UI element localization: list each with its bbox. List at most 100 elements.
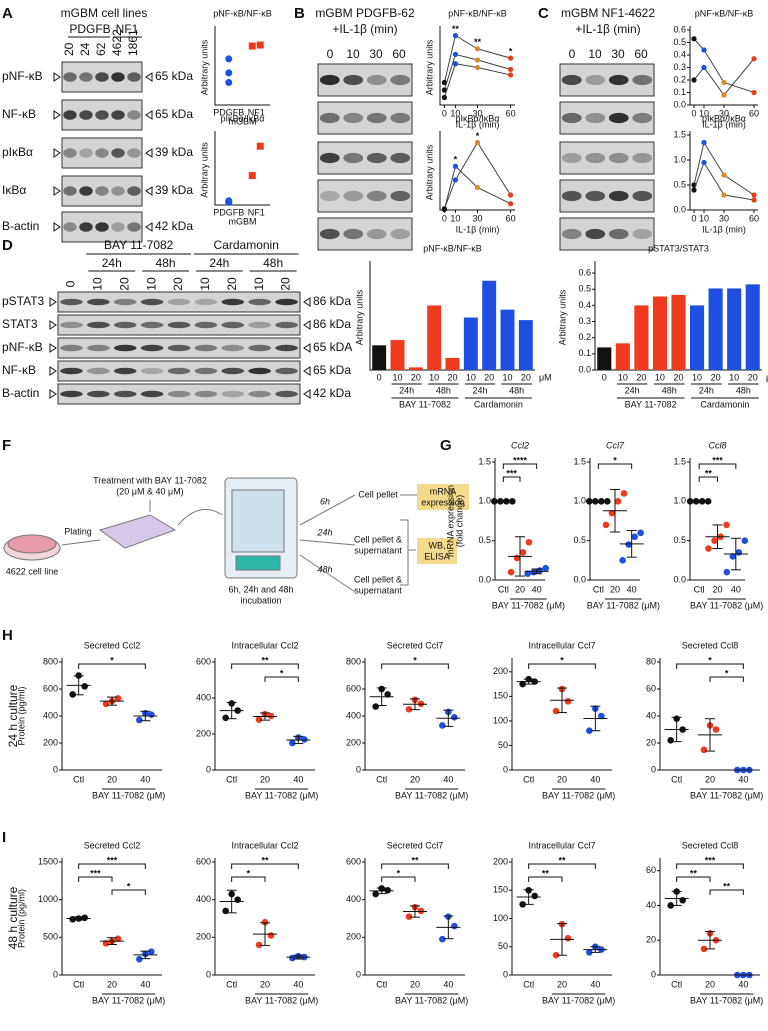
sub-label: 24h: [625, 385, 640, 395]
sig-label: *: [413, 655, 417, 665]
point: [525, 538, 533, 546]
sig-bracket: [231, 863, 299, 869]
y-tick-label: 800: [346, 656, 361, 666]
arrow: [177, 508, 223, 526]
blot-band: [390, 190, 411, 202]
row-label: NF-κB: [2, 107, 36, 121]
y-tick-label: 0: [206, 764, 211, 774]
sig-bracket: [597, 463, 633, 469]
series-line: [443, 63, 511, 98]
point: [552, 707, 560, 715]
point: [691, 36, 697, 42]
bar: [708, 288, 723, 370]
point: [679, 896, 686, 904]
sig-label: *: [725, 668, 729, 678]
x-axis-label: IL-1β (min): [456, 119, 500, 129]
blot-band: [87, 298, 110, 306]
blot: [57, 291, 301, 313]
sig-label: *: [613, 455, 617, 465]
x-tick-label: 40: [738, 774, 748, 784]
blot-band: [221, 298, 245, 306]
y-tick-label: 500: [43, 932, 58, 942]
x-tick-label: 0: [691, 108, 696, 118]
row-label: IκBα: [2, 183, 26, 197]
blot-band: [390, 112, 411, 124]
diagram-text: mRNA: [430, 486, 457, 496]
point: [222, 714, 229, 722]
lane-label: 20: [117, 277, 131, 291]
blot-band: [63, 222, 77, 232]
chart-title: pIκBα/IκBα: [221, 113, 265, 123]
y-tick-label: 600: [346, 683, 361, 693]
blot-band: [113, 321, 137, 329]
point: [586, 727, 593, 735]
blot-title: +IL-1β (min): [332, 22, 397, 36]
row-label: B-actin: [2, 386, 39, 400]
x-tick-label: 10: [655, 372, 665, 382]
x-tick-label: 20: [748, 372, 758, 382]
blot-band: [127, 72, 141, 82]
x-tick-label: Ctl: [226, 774, 237, 784]
sig-bracket: [528, 863, 596, 869]
series-line: [443, 165, 511, 210]
chart-title: pSTAT3/STAT3: [648, 243, 709, 253]
point: [619, 557, 626, 564]
y-tick-label: 0.5: [673, 179, 686, 189]
blot-band: [60, 344, 83, 352]
x-axis-label: BAY 11-7082 (μM): [690, 790, 763, 800]
sub-label: 24h: [399, 385, 414, 395]
point: [248, 42, 256, 50]
point: [729, 553, 737, 560]
point: [474, 64, 481, 71]
blot-band: [248, 390, 271, 398]
blot-band: [194, 367, 218, 375]
point: [519, 901, 526, 908]
y-tick-label: 0.1: [578, 348, 591, 358]
y-tick-label: 0.2: [673, 74, 686, 84]
blot-band: [561, 152, 582, 164]
diagram-text: 48h: [317, 564, 332, 574]
point: [384, 691, 391, 698]
y-axis-label: mRNA expression: [445, 485, 455, 557]
sig-label: *: [397, 868, 401, 878]
sig-bracket: [698, 463, 737, 469]
blot-band: [561, 228, 582, 240]
x-tick-label: Ctl: [498, 584, 509, 594]
diagram-text: Cell pellet &: [354, 574, 402, 584]
blot-band: [608, 112, 629, 124]
y-tick-label: 0: [356, 969, 361, 979]
incubator-window: [231, 489, 285, 553]
blot-band: [585, 228, 606, 240]
bar: [745, 284, 760, 370]
point: [721, 192, 727, 198]
marker-triangle: [53, 148, 61, 158]
sub-label: 48h: [509, 385, 524, 395]
x-tick-label: 20: [515, 584, 525, 594]
point: [148, 948, 155, 955]
point: [625, 541, 632, 548]
bar: [427, 305, 442, 370]
x-tick-label: 20: [410, 774, 420, 784]
f-diagram: [3, 477, 469, 593]
lane-label: 20: [62, 42, 76, 56]
well-plate: [98, 514, 177, 549]
y-tick-label: 200: [196, 932, 211, 942]
x-axis-label: BAY 11-7082 (μM): [690, 600, 763, 610]
sig-bracket: [381, 663, 449, 669]
point: [531, 892, 538, 900]
x-tick-label: 20: [411, 372, 421, 382]
x-tick-label: Ctl: [73, 774, 84, 784]
x-tick-label: Ctl: [671, 979, 682, 989]
row-label: pNF-κB: [2, 340, 43, 354]
blot-band: [608, 228, 629, 240]
blot-band: [111, 72, 125, 82]
blot-band: [79, 110, 93, 120]
point: [507, 55, 514, 61]
sig-bracket: [528, 663, 596, 669]
sig-bracket: [264, 676, 299, 682]
lane-label: 60: [392, 47, 406, 61]
point: [691, 77, 697, 83]
bar: [671, 294, 686, 370]
point: [608, 509, 616, 517]
sig-bracket: [78, 863, 146, 869]
